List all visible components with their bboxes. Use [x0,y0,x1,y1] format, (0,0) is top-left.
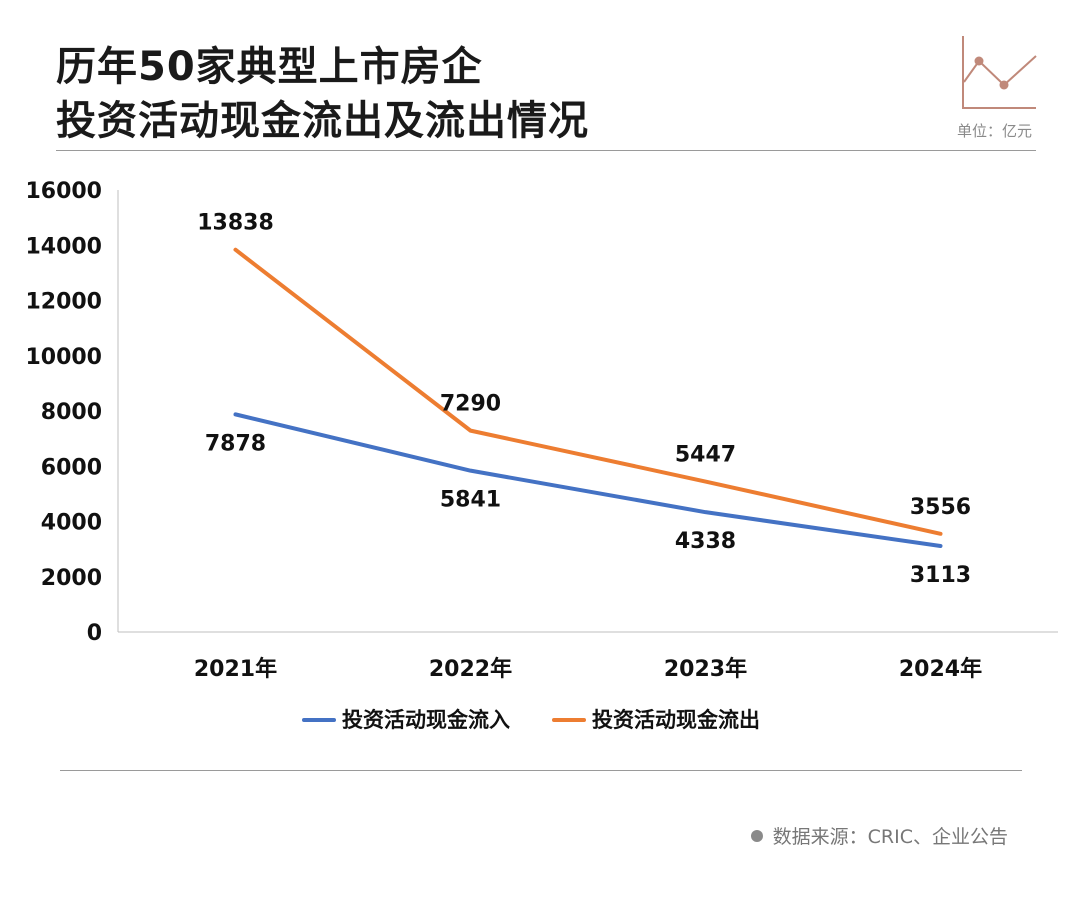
y-tick-label: 16000 [25,179,102,204]
data-label-inflow: 7878 [205,431,266,456]
bottom-divider [60,770,1022,771]
x-tick-label: 2024年 [899,656,982,682]
y-tick-label: 8000 [41,400,102,425]
data-label-outflow: 3556 [910,495,971,520]
y-tick-label: 2000 [41,566,102,591]
data-label-inflow: 3113 [910,563,971,588]
data-label-outflow: 5447 [675,443,736,468]
line-chart: 0 2000 4000 6000 8000 10000 12000 14000 16000 202… [25,179,1058,732]
data-label-inflow: 4338 [675,529,736,554]
data-label-inflow: 5841 [440,488,501,513]
y-tick-label: 6000 [41,455,102,480]
x-tick-label: 2023年 [664,656,747,682]
title-line-1: 历年50家典型上市房企 [56,44,483,90]
title-line-2: 投资活动现金流出及流出情况 [56,98,589,144]
data-label-outflow: 13838 [197,211,274,236]
y-tick-label: 4000 [41,511,102,536]
data-label-outflow: 7290 [440,392,501,417]
y-tick-label: 0 [87,621,102,646]
source-text: 数据来源：CRIC、企业公告 [772,826,1008,848]
series-line-outflow [233,247,943,536]
unit-label: 单位：亿元 [956,122,1032,140]
data-source: 数据来源：CRIC、企业公告 [750,822,1008,849]
bullet-icon [750,829,763,842]
x-tick-label: 2022年 [429,656,512,682]
legend-label-inflow: 投资活动现金流入 [342,708,510,732]
x-tick-label: 2021年 [194,656,277,682]
line-chart-icon [962,36,1037,109]
top-divider [56,150,1036,151]
legend-label-outflow: 投资活动现金流出 [592,708,760,732]
y-tick-label: 10000 [25,345,102,370]
y-tick-label: 14000 [25,234,102,259]
chart-title: 历年50家典型上市房企 投资活动现金流出及流出情况 [56,40,589,148]
y-tick-label: 12000 [25,290,102,315]
series-line-inflow [233,412,943,549]
